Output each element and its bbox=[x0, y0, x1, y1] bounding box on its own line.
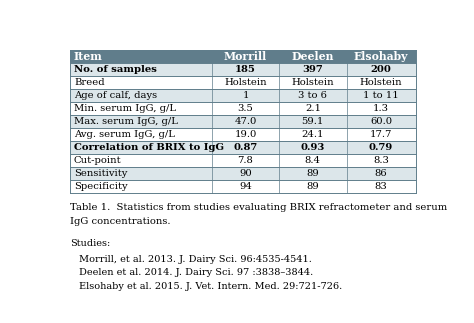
Bar bbox=[70, 102, 212, 115]
Bar bbox=[70, 76, 212, 89]
Text: 47.0: 47.0 bbox=[234, 117, 257, 126]
Text: 0.93: 0.93 bbox=[301, 143, 325, 152]
Bar bbox=[279, 141, 346, 154]
Text: 60.0: 60.0 bbox=[370, 117, 392, 126]
Bar bbox=[346, 128, 416, 141]
Text: Deelen: Deelen bbox=[292, 51, 334, 62]
Text: 1 to 11: 1 to 11 bbox=[363, 91, 399, 100]
Text: 59.1: 59.1 bbox=[301, 117, 324, 126]
Bar bbox=[212, 89, 279, 102]
Text: 8.3: 8.3 bbox=[373, 156, 389, 165]
Text: Morrill: Morrill bbox=[224, 51, 267, 62]
Text: Specificity: Specificity bbox=[74, 182, 128, 191]
Text: Holstein: Holstein bbox=[292, 78, 334, 87]
Text: Cut-point: Cut-point bbox=[74, 156, 121, 165]
Bar bbox=[70, 167, 212, 180]
Bar bbox=[212, 167, 279, 180]
Bar bbox=[279, 167, 346, 180]
Text: 94: 94 bbox=[239, 182, 252, 191]
Bar bbox=[346, 141, 416, 154]
Text: Avg. serum IgG, g/L: Avg. serum IgG, g/L bbox=[74, 130, 175, 139]
Text: Min. serum IgG, g/L: Min. serum IgG, g/L bbox=[74, 104, 176, 113]
Bar bbox=[279, 102, 346, 115]
Text: Max. serum IgG, g/L: Max. serum IgG, g/L bbox=[74, 117, 178, 126]
Bar bbox=[279, 154, 346, 167]
Text: 1: 1 bbox=[242, 91, 249, 100]
Text: 200: 200 bbox=[371, 65, 392, 74]
Text: 3.5: 3.5 bbox=[237, 104, 254, 113]
Text: Table 1.  Statistics from studies evaluating BRIX refractometer and serum: Table 1. Statistics from studies evaluat… bbox=[70, 203, 447, 212]
Bar bbox=[346, 102, 416, 115]
Bar bbox=[212, 76, 279, 89]
Text: 19.0: 19.0 bbox=[234, 130, 257, 139]
Text: 0.79: 0.79 bbox=[369, 143, 393, 152]
Text: Breed: Breed bbox=[74, 78, 105, 87]
Text: Morrill, et al. 2013. J. Dairy Sci. 96:4535-4541.: Morrill, et al. 2013. J. Dairy Sci. 96:4… bbox=[80, 255, 312, 264]
Text: 7.8: 7.8 bbox=[237, 156, 254, 165]
Bar bbox=[279, 180, 346, 193]
Text: Correlation of BRIX to IgG: Correlation of BRIX to IgG bbox=[74, 143, 224, 152]
Bar bbox=[212, 180, 279, 193]
Text: Sensitivity: Sensitivity bbox=[74, 169, 128, 178]
Bar bbox=[346, 154, 416, 167]
Text: 90: 90 bbox=[239, 169, 252, 178]
Bar bbox=[212, 141, 279, 154]
Text: Item: Item bbox=[74, 51, 103, 62]
Text: No. of samples: No. of samples bbox=[74, 65, 157, 74]
Bar bbox=[346, 115, 416, 128]
Bar bbox=[346, 89, 416, 102]
Bar bbox=[70, 50, 212, 63]
Bar bbox=[346, 167, 416, 180]
Bar bbox=[70, 154, 212, 167]
Bar bbox=[279, 89, 346, 102]
Text: 24.1: 24.1 bbox=[301, 130, 324, 139]
Bar bbox=[212, 115, 279, 128]
Text: 397: 397 bbox=[302, 65, 323, 74]
Text: 89: 89 bbox=[307, 169, 319, 178]
Bar bbox=[279, 115, 346, 128]
Bar bbox=[212, 50, 279, 63]
Bar bbox=[279, 128, 346, 141]
Text: Studies:: Studies: bbox=[70, 239, 110, 248]
Text: Deelen et al. 2014. J. Dairy Sci. 97 :3838–3844.: Deelen et al. 2014. J. Dairy Sci. 97 :38… bbox=[80, 268, 314, 277]
Bar bbox=[70, 180, 212, 193]
Bar bbox=[279, 63, 346, 76]
Bar bbox=[279, 76, 346, 89]
Text: 1.3: 1.3 bbox=[373, 104, 389, 113]
Bar bbox=[346, 63, 416, 76]
Bar bbox=[212, 102, 279, 115]
Bar bbox=[70, 141, 212, 154]
Bar bbox=[279, 50, 346, 63]
Text: Elsohaby: Elsohaby bbox=[354, 51, 408, 62]
Bar bbox=[70, 115, 212, 128]
Bar bbox=[70, 128, 212, 141]
Text: 3 to 6: 3 to 6 bbox=[299, 91, 327, 100]
Text: 185: 185 bbox=[235, 65, 256, 74]
Bar bbox=[346, 180, 416, 193]
Text: 8.4: 8.4 bbox=[305, 156, 321, 165]
Bar bbox=[346, 76, 416, 89]
Bar bbox=[212, 63, 279, 76]
Bar bbox=[70, 63, 212, 76]
Text: 89: 89 bbox=[307, 182, 319, 191]
Bar bbox=[212, 128, 279, 141]
Text: 83: 83 bbox=[374, 182, 387, 191]
Text: Age of calf, days: Age of calf, days bbox=[74, 91, 157, 100]
Text: IgG concentrations.: IgG concentrations. bbox=[70, 217, 171, 226]
Text: Holstein: Holstein bbox=[360, 78, 402, 87]
Text: 17.7: 17.7 bbox=[370, 130, 392, 139]
Bar bbox=[346, 50, 416, 63]
Text: 0.87: 0.87 bbox=[233, 143, 258, 152]
Text: 86: 86 bbox=[375, 169, 387, 178]
Text: 2.1: 2.1 bbox=[305, 104, 321, 113]
Bar bbox=[70, 89, 212, 102]
Text: Holstein: Holstein bbox=[224, 78, 267, 87]
Bar bbox=[212, 154, 279, 167]
Text: Elsohaby et al. 2015. J. Vet. Intern. Med. 29:721-726.: Elsohaby et al. 2015. J. Vet. Intern. Me… bbox=[80, 282, 343, 291]
